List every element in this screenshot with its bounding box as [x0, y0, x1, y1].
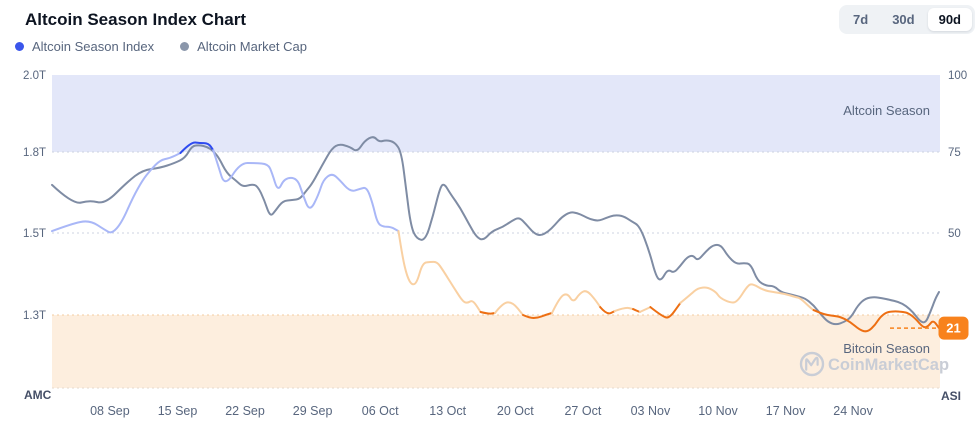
legend-dot-blue-icon: [15, 42, 24, 51]
current-value-text: 21: [946, 321, 960, 336]
left-axis-tick: 1.5T: [23, 228, 46, 240]
coinmarketcap-watermark: CoinMarketCap: [799, 351, 949, 377]
series-altcoin-season-index-line: [679, 283, 815, 312]
left-axis-tick: 1.8T: [23, 147, 46, 159]
legend-label: Altcoin Market Cap: [197, 39, 307, 54]
range-button-30d[interactable]: 30d: [881, 8, 925, 31]
bitcoin-season-band-label: Bitcoin Season: [843, 341, 930, 356]
series-altcoin-season-index-line: [613, 306, 635, 313]
coinmarketcap-logo-icon: [799, 351, 825, 377]
series-altcoin-season-index-line: [812, 309, 940, 333]
x-axis-tick: 10 Nov: [698, 404, 738, 418]
x-axis-tick: 20 Oct: [497, 404, 534, 418]
series-altcoin-season-index-line: [632, 308, 641, 313]
series-altcoin-season-index-line: [522, 312, 553, 319]
legend-item-altcoin-season-index[interactable]: Altcoin Season Index: [15, 39, 154, 54]
series-altcoin-season-index-line: [479, 311, 496, 315]
chart-legend: Altcoin Season Index Altcoin Market Cap: [15, 39, 307, 54]
series-altcoin-season-index-line: [397, 230, 482, 313]
legend-dot-gray-icon: [180, 42, 190, 51]
right-axis-corner-label: ASI: [941, 389, 961, 403]
band-bitcoin-season: [52, 315, 940, 388]
x-axis-tick: 03 Nov: [631, 404, 671, 418]
series-altcoin-season-index-line: [212, 149, 400, 233]
band-altcoin-season: [52, 75, 940, 152]
right-axis-tick: 100: [948, 70, 967, 82]
page-title: Altcoin Season Index Chart: [25, 10, 247, 29]
left-axis-tick: 2.0T: [23, 70, 46, 82]
series-altcoin-season-index-line: [649, 301, 682, 319]
right-axis-tick: 75: [948, 147, 961, 159]
x-axis-tick: 22 Sep: [225, 404, 265, 418]
x-axis-tick: 29 Sep: [293, 404, 333, 418]
current-value-badge: [938, 316, 969, 340]
x-axis-tick: 15 Sep: [158, 404, 198, 418]
series-altcoin-season-index-line: [551, 290, 602, 314]
legend-label: Altcoin Season Index: [32, 39, 155, 54]
left-axis-corner-label: AMC: [24, 388, 52, 402]
range-button-90d[interactable]: 90d: [927, 8, 972, 31]
right-axis-tick: 50: [948, 228, 961, 240]
x-axis-tick: 24 Nov: [833, 404, 873, 418]
series-altcoin-season-index-line: [179, 141, 215, 154]
range-switcher: 7d 30d 90d: [839, 5, 975, 34]
series-altcoin-season-index-line: [494, 301, 524, 316]
left-axis-tick: 1.3T: [23, 310, 46, 322]
series-altcoin-season-index-line: [51, 152, 182, 234]
x-axis-tick: 06 Oct: [362, 404, 399, 418]
x-axis-tick: 17 Nov: [766, 404, 806, 418]
x-axis-tick: 13 Oct: [429, 404, 466, 418]
series-altcoin-season-index-line: [599, 306, 616, 315]
watermark-text: CoinMarketCap: [828, 356, 949, 374]
x-axis-tick: 27 Oct: [564, 404, 601, 418]
series-altcoin-market-cap-line: [51, 136, 940, 326]
altcoin-season-band-label: Altcoin Season: [843, 103, 930, 118]
legend-item-altcoin-market-cap[interactable]: Altcoin Market Cap: [180, 39, 307, 54]
x-axis-tick: 08 Sep: [90, 404, 130, 418]
range-button-7d[interactable]: 7d: [842, 8, 879, 31]
series-altcoin-season-index-line: [638, 306, 652, 313]
